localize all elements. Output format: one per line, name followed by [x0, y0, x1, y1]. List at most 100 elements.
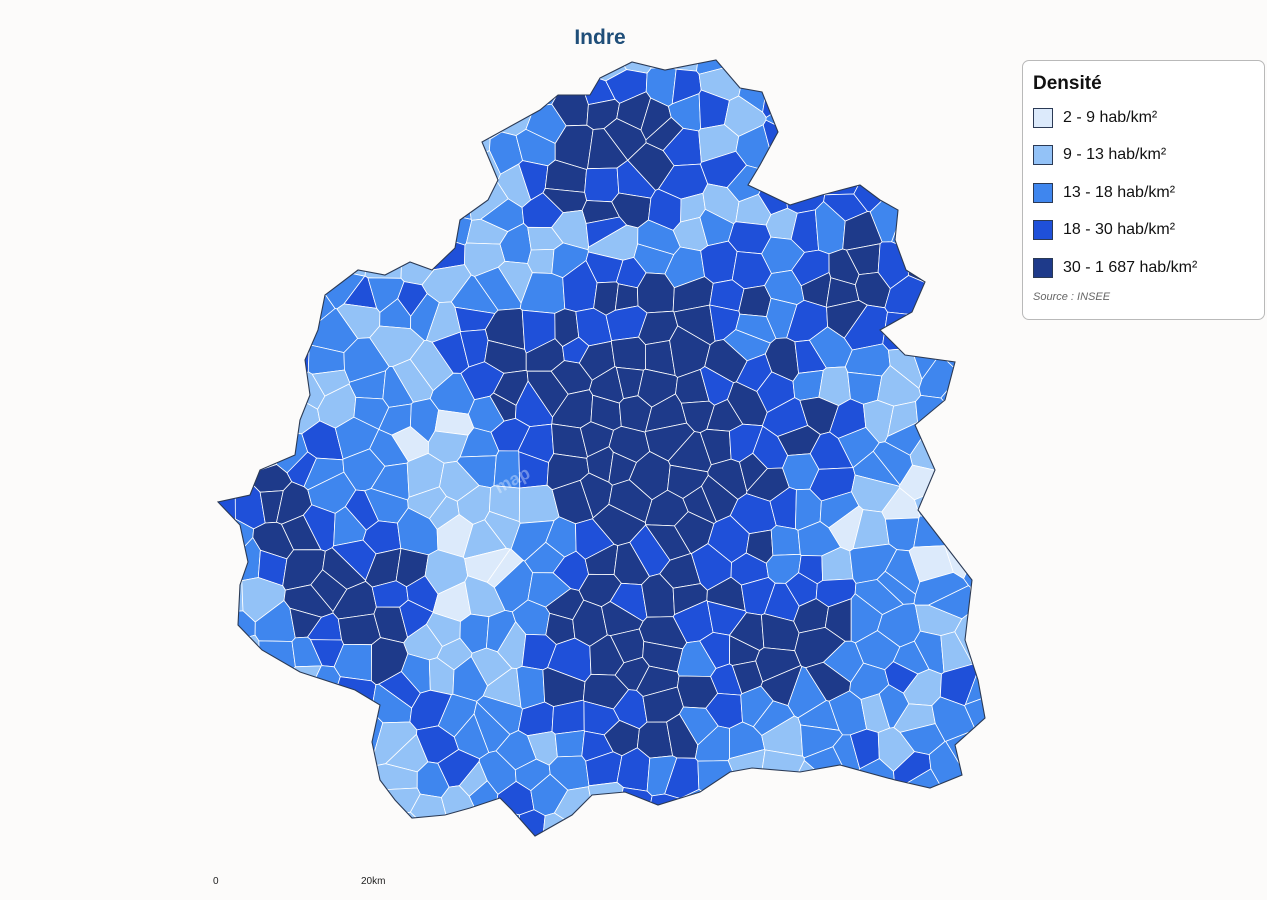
commune-area[interactable] — [371, 815, 428, 900]
commune-area[interactable] — [147, 52, 228, 105]
commune-area[interactable] — [150, 390, 226, 456]
commune-area[interactable] — [161, 608, 230, 646]
commune-area[interactable] — [374, 0, 413, 69]
commune-area[interactable] — [434, 72, 470, 112]
commune-area[interactable] — [941, 91, 981, 137]
commune-area[interactable] — [320, 704, 350, 751]
commune-area[interactable] — [293, 714, 337, 756]
commune-area[interactable] — [764, 158, 805, 194]
commune-area[interactable] — [256, 810, 300, 887]
commune-area[interactable] — [977, 787, 1057, 836]
commune-area[interactable] — [216, 79, 260, 113]
commune-area[interactable] — [248, 0, 304, 72]
commune-area[interactable] — [218, 453, 251, 495]
commune-area[interactable] — [171, 140, 236, 187]
commune-area[interactable] — [213, 307, 250, 339]
commune-area[interactable] — [370, 59, 411, 103]
commune-area[interactable] — [939, 426, 979, 465]
commune-area[interactable] — [404, 210, 448, 248]
commune-area[interactable] — [486, 70, 519, 107]
commune-area[interactable] — [256, 727, 286, 770]
commune-area[interactable] — [376, 100, 411, 143]
commune-area[interactable] — [980, 591, 1060, 637]
commune-area[interactable] — [977, 630, 1062, 703]
commune-area[interactable] — [187, 396, 238, 439]
commune-area[interactable] — [762, 119, 797, 163]
commune-area[interactable] — [320, 747, 373, 788]
commune-area[interactable] — [348, 155, 384, 190]
commune-area[interactable] — [227, 206, 262, 253]
commune-area[interactable] — [770, 525, 801, 556]
commune-area[interactable] — [757, 0, 821, 73]
commune-area[interactable] — [465, 30, 507, 78]
commune-area[interactable] — [575, 810, 619, 889]
commune-area[interactable] — [245, 295, 285, 341]
commune-area[interactable] — [426, 134, 467, 169]
commune-area[interactable] — [257, 282, 300, 314]
commune-area[interactable] — [253, 689, 294, 732]
commune-area[interactable] — [283, 724, 307, 770]
commune-area[interactable] — [201, 178, 250, 213]
commune-area[interactable] — [255, 373, 293, 408]
commune-area[interactable] — [817, 0, 876, 74]
commune-area[interactable] — [255, 124, 288, 168]
commune-area[interactable] — [310, 781, 350, 814]
commune-area[interactable] — [945, 278, 984, 320]
commune-area[interactable] — [359, 211, 407, 247]
commune-area[interactable] — [423, 100, 465, 140]
commune-area[interactable] — [974, 400, 1060, 476]
commune-area[interactable] — [248, 92, 280, 132]
commune-area[interactable] — [464, 71, 496, 106]
commune-area[interactable] — [852, 785, 892, 828]
commune-area[interactable] — [913, 816, 947, 893]
commune-area[interactable] — [148, 785, 229, 863]
commune-area[interactable] — [933, 220, 973, 263]
commune-area[interactable] — [587, 781, 624, 824]
commune-area[interactable] — [345, 782, 382, 821]
commune-area[interactable] — [176, 487, 236, 526]
commune-area[interactable] — [254, 249, 292, 284]
commune-area[interactable] — [849, 32, 896, 82]
commune-area[interactable] — [829, 783, 862, 830]
commune-area[interactable] — [220, 718, 272, 763]
commune-area[interactable] — [279, 245, 312, 288]
commune-area[interactable] — [554, 59, 596, 94]
commune-area[interactable] — [978, 712, 1061, 796]
commune-area[interactable] — [965, 364, 1014, 405]
commune-area[interactable] — [885, 66, 920, 111]
commune-area[interactable] — [882, 150, 910, 192]
commune-area[interactable] — [911, 184, 958, 228]
commune-area[interactable] — [919, 116, 952, 159]
commune-area[interactable] — [260, 334, 296, 376]
commune-area[interactable] — [278, 343, 310, 385]
commune-area[interactable] — [852, 77, 891, 109]
commune-area[interactable] — [425, 820, 471, 900]
commune-area[interactable] — [699, 789, 739, 827]
commune-area[interactable] — [950, 481, 982, 514]
commune-area[interactable] — [936, 124, 974, 164]
commune-area[interactable] — [614, 787, 653, 829]
commune-area[interactable] — [824, 122, 867, 164]
commune-area[interactable] — [308, 97, 355, 140]
commune-area[interactable] — [938, 447, 982, 490]
commune-area[interactable] — [367, 139, 410, 174]
commune-area[interactable] — [527, 248, 555, 274]
commune-area[interactable] — [975, 815, 1054, 889]
commune-area[interactable] — [919, 278, 951, 320]
commune-area[interactable] — [407, 65, 445, 103]
commune-area[interactable] — [554, 0, 599, 72]
commune-area[interactable] — [214, 663, 257, 698]
commune-area[interactable] — [319, 140, 369, 175]
commune-area[interactable] — [252, 59, 282, 94]
commune-area[interactable] — [853, 154, 891, 190]
commune-area[interactable] — [422, 238, 466, 271]
commune-area[interactable] — [383, 811, 436, 879]
commune-area[interactable] — [920, 315, 944, 353]
commune-area[interactable] — [915, 788, 957, 827]
commune-area[interactable] — [271, 788, 314, 825]
commune-area[interactable] — [279, 5, 314, 73]
commune-area[interactable] — [401, 159, 436, 190]
commune-area[interactable] — [256, 212, 293, 251]
commune-area[interactable] — [140, 100, 222, 187]
commune-area[interactable] — [554, 729, 585, 758]
